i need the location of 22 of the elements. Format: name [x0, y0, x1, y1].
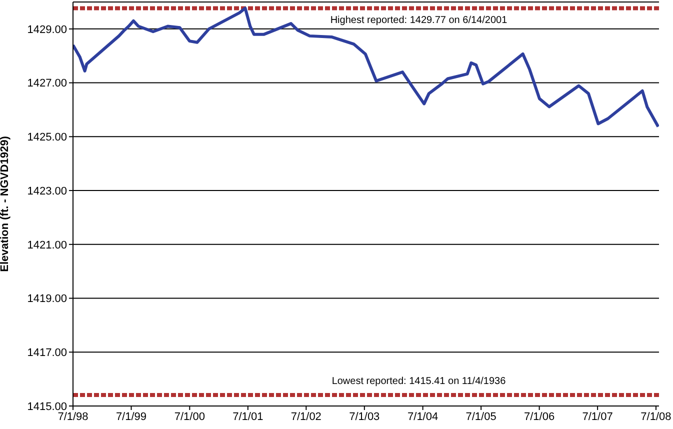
x-tick-label: 7/1/03	[349, 410, 380, 423]
y-tick-label: 1415.00	[27, 400, 67, 413]
x-tick-label: 7/1/08	[640, 410, 672, 423]
ref-line-label: Highest reported: 1429.77 on 6/14/2001	[330, 15, 508, 26]
ref-line-label: Lowest reported: 1415.41 on 11/4/1936	[332, 376, 506, 387]
x-tick-label: 7/1/07	[582, 410, 613, 423]
y-tick-label: 1427.00	[27, 78, 67, 90]
y-tick-label: 1421.00	[27, 239, 67, 252]
y-tick-label: 1425.00	[27, 132, 67, 144]
y-tick-label: 1423.00	[27, 185, 67, 198]
y-tick-label: 1419.00	[27, 293, 67, 306]
x-tick-label: 7/1/00	[174, 410, 205, 423]
x-tick-label: 7/1/99	[116, 410, 147, 423]
x-tick-label: 7/1/01	[232, 410, 264, 423]
y-tick-label: 1417.00	[27, 347, 67, 360]
y-axis-title: Elevation (ft. - NGVD1929)	[0, 136, 11, 272]
x-tick-label: 7/1/98	[58, 410, 88, 423]
x-tick-label: 7/1/02	[290, 410, 322, 423]
x-tick-label: 7/1/04	[408, 410, 438, 423]
x-tick-label: 7/1/05	[466, 410, 496, 423]
y-tick-label: 1429.00	[27, 24, 67, 36]
x-tick-label: 7/1/06	[524, 410, 555, 423]
